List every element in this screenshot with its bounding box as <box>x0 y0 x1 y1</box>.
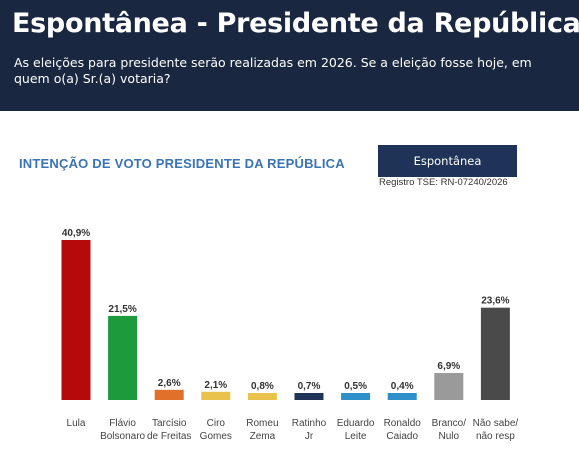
category-label-2-1: de Freitas <box>147 431 191 442</box>
survey-question: As eleições para presidente serão realiz… <box>14 55 532 86</box>
category-label-6-0: Eduardo <box>337 418 375 429</box>
bar-2 <box>154 389 184 400</box>
category-label-0-0: Lula <box>67 418 86 429</box>
category-label-7-0: Ronaldo <box>384 418 422 429</box>
category-label-3-0: Ciro <box>207 418 226 429</box>
category-label-4-1: Zema <box>250 431 276 442</box>
bar-7 <box>387 393 417 400</box>
category-label-6-1: Leite <box>345 431 367 442</box>
value-label-5: 0,7% <box>298 381 321 392</box>
value-label-4: 0,8% <box>251 381 274 392</box>
value-label-0: 40,9% <box>62 228 90 239</box>
value-label-7: 0,4% <box>391 381 414 392</box>
bar-1 <box>108 315 138 400</box>
category-label-8-0: Branco/ <box>432 418 467 429</box>
registry-note: Registro TSE: RN-07240/2026 <box>379 177 508 188</box>
bar-9 <box>480 307 510 400</box>
category-label-1-1: Bolsonaro <box>100 431 145 442</box>
category-label-4-0: Romeu <box>246 418 278 429</box>
category-label-5-1: Jr <box>305 431 314 442</box>
page-title: Espontânea - Presidente da República <box>12 8 579 39</box>
value-label-1: 21,5% <box>108 304 136 315</box>
value-label-6: 0,5% <box>344 381 367 392</box>
category-label-3-1: Gomes <box>200 431 232 442</box>
category-label-1-0: Flávio <box>109 418 136 429</box>
bar-6 <box>341 393 371 400</box>
bar-5 <box>294 393 324 400</box>
category-label-8-1: Nulo <box>439 431 460 442</box>
category-label-7-1: Caiado <box>386 431 418 442</box>
category-label-5-0: Ratinho <box>292 418 327 429</box>
chart-title: INTENÇÃO DE VOTO PRESIDENTE DA REPÚBLICA <box>19 156 345 171</box>
header-banner: Espontânea - Presidente da República As … <box>0 0 579 111</box>
bar-8 <box>434 373 464 400</box>
espontanea-filter-button[interactable]: Espontânea <box>378 145 517 177</box>
category-label-2-0: Tarcísio <box>152 418 187 429</box>
bar-3 <box>201 391 231 400</box>
value-label-8: 6,9% <box>437 361 460 372</box>
category-label-9-0: Não sabe/ <box>473 418 519 429</box>
bar-0 <box>61 240 91 400</box>
value-label-2: 2,6% <box>158 378 181 389</box>
category-label-9-1: não resp <box>476 431 515 442</box>
bar-4 <box>247 393 277 400</box>
value-label-9: 23,6% <box>481 296 509 307</box>
value-label-3: 2,1% <box>204 380 227 391</box>
